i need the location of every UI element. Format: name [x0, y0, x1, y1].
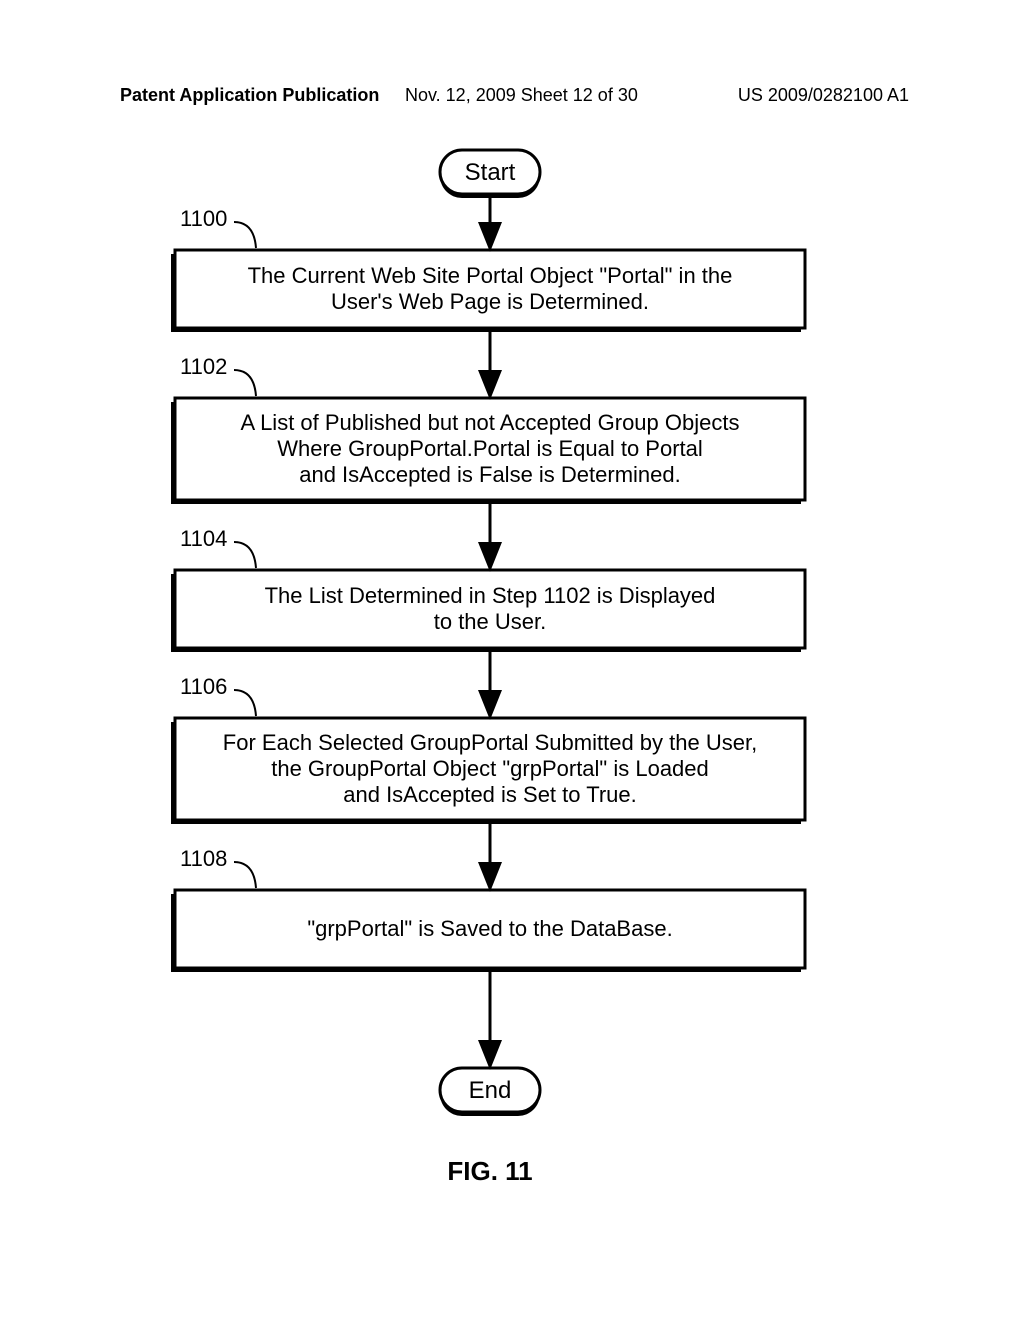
step-ref-label: 1100: [180, 206, 227, 231]
step-text: and IsAccepted is False is Determined.: [299, 462, 681, 487]
ref-hook: [234, 222, 256, 248]
step-text: to the User.: [434, 609, 547, 634]
step-ref-label: 1102: [180, 354, 227, 379]
step-1104: The List Determined in Step 1102 is Disp…: [171, 570, 805, 652]
step-text: and IsAccepted is Set to True.: [343, 782, 637, 807]
step-text: Where GroupPortal.Portal is Equal to Por…: [277, 436, 703, 461]
header-publication: Patent Application Publication: [120, 85, 379, 106]
step-text: "grpPortal" is Saved to the DataBase.: [307, 916, 672, 941]
step-text: The List Determined in Step 1102 is Disp…: [265, 583, 716, 608]
ref-hook: [234, 542, 256, 568]
step-ref-label: 1106: [180, 674, 227, 699]
step-1102: A List of Published but not Accepted Gro…: [171, 398, 805, 504]
step-ref-label: 1104: [180, 526, 227, 551]
step-text: User's Web Page is Determined.: [331, 289, 649, 314]
step-1108: "grpPortal" is Saved to the DataBase.: [171, 890, 805, 972]
terminator-start: Start: [440, 150, 540, 198]
terminator-end: End: [440, 1068, 540, 1116]
step-text: the GroupPortal Object "grpPortal" is Lo…: [271, 756, 709, 781]
figure-label: FIG. 11: [447, 1156, 532, 1186]
step-ref-label: 1108: [180, 846, 227, 871]
ref-hook: [234, 690, 256, 716]
ref-hook: [234, 862, 256, 888]
ref-hook: [234, 370, 256, 396]
header-docnum: US 2009/0282100 A1: [738, 85, 909, 106]
flowchart-svg: Start End The Current Web Site Portal Obje…: [120, 140, 910, 1200]
step-text: For Each Selected GroupPortal Submitted …: [223, 730, 757, 755]
terminator-label: End: [469, 1077, 512, 1104]
step-1106: For Each Selected GroupPortal Submitted …: [171, 718, 805, 824]
step-text: A List of Published but not Accepted Gro…: [241, 410, 740, 435]
step-text: The Current Web Site Portal Object "Port…: [248, 263, 733, 288]
header-sheet: Nov. 12, 2009 Sheet 12 of 30: [405, 85, 638, 106]
step-1100: The Current Web Site Portal Object "Port…: [171, 250, 805, 332]
terminator-label: Start: [465, 159, 516, 186]
flowchart-figure: Start End The Current Web Site Portal Obje…: [120, 140, 910, 1200]
